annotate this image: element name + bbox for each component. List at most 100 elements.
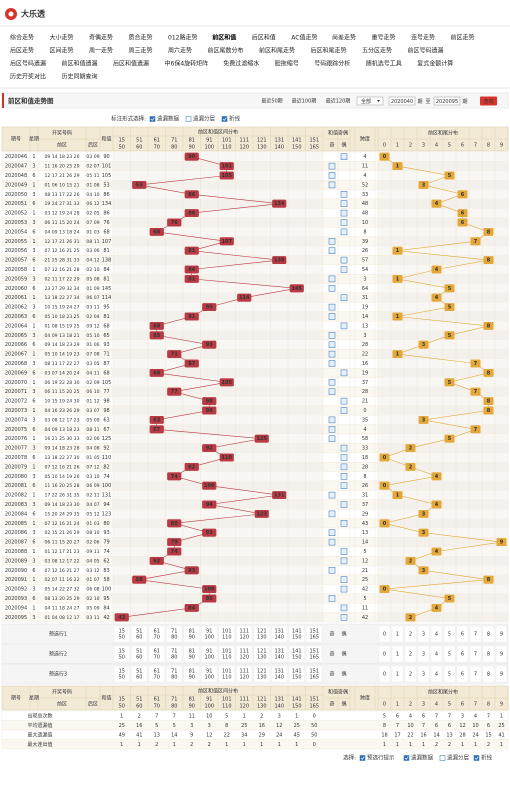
predict-cell[interactable] [430,645,443,663]
nav-link[interactable]: 综合走势 [10,34,34,42]
nav-link[interactable]: 连号走势 [411,34,435,42]
predict-cell[interactable] [469,665,482,683]
checkbox[interactable] [359,755,366,761]
predict-cell[interactable] [131,645,148,663]
checkbox[interactable] [473,755,480,761]
predict-cell[interactable] [236,625,253,643]
nav-link[interactable]: 012路走势 [168,34,197,42]
predict-cell[interactable] [306,665,323,683]
predict-cell[interactable] [148,645,165,663]
predict-cell[interactable] [183,665,200,683]
nav-link[interactable]: 号码跟踪分析 [314,60,350,68]
nav-link[interactable]: 前区尾数分布 [208,47,244,55]
nav-link[interactable]: 大小走势 [50,34,74,42]
nav-link[interactable]: 重号走势 [372,34,396,42]
predict-cell[interactable] [218,665,235,683]
predict-cell[interactable] [482,665,495,683]
predict-cell[interactable] [469,645,482,663]
nav-link[interactable]: 后区和值遗漏 [113,60,149,68]
nav-link[interactable]: 前区号码遗漏 [408,47,444,55]
predict-cell[interactable] [391,645,404,663]
predict-cell[interactable] [201,665,218,683]
predict-cell[interactable] [495,665,508,683]
checkbox[interactable] [221,116,228,122]
predict-cell[interactable] [288,625,305,643]
predict-cell[interactable] [443,665,456,683]
checkbox[interactable] [439,755,446,761]
nav-link[interactable]: 复式金额计算 [417,60,453,68]
nav-link[interactable]: 中6保4旋转矩阵 [165,60,209,68]
predict-cell[interactable] [495,625,508,643]
checkbox[interactable] [149,116,156,122]
nav-link[interactable]: 周一走势 [89,47,113,55]
from-input[interactable] [388,96,416,106]
nav-link[interactable]: 五分区走势 [362,47,392,55]
nav-link[interactable]: 后区走势 [10,47,34,55]
predict-cell[interactable] [113,625,130,643]
nav-link[interactable]: 后区和值 [252,34,276,42]
nav-link[interactable]: 免费过滤缩水 [223,60,259,68]
predict-cell[interactable] [404,625,417,643]
predict-cell[interactable] [113,665,130,683]
predict-cell[interactable] [391,625,404,643]
predict-cell[interactable] [469,625,482,643]
predict-cell[interactable] [306,645,323,663]
nav-link[interactable]: 后区和尾走势 [311,47,347,55]
to-input[interactable] [433,96,461,106]
predict-cell[interactable] [391,665,404,683]
predict-cell[interactable] [131,625,148,643]
predict-cell[interactable] [218,625,235,643]
predict-cell[interactable] [201,625,218,643]
predict-cell[interactable] [166,645,183,663]
predict-cell[interactable] [148,625,165,643]
predict-cell[interactable] [253,625,270,643]
nav-link[interactable]: 质合走势 [129,34,153,42]
predict-cell[interactable] [378,625,391,643]
predict-cell[interactable] [271,625,288,643]
nav-link[interactable]: 历史开奖对比 [10,73,46,81]
nav-link[interactable]: 前区和值 [212,34,236,42]
predict-cell[interactable] [404,645,417,663]
predict-cell[interactable] [236,645,253,663]
checkbox[interactable] [403,755,410,761]
nav-link[interactable]: 历史同期查询 [62,73,98,81]
predict-cell[interactable] [148,665,165,683]
predict-cell[interactable] [378,665,391,683]
predict-cell[interactable] [456,625,469,643]
predict-cell[interactable] [183,625,200,643]
checkbox[interactable] [185,116,192,122]
predict-cell[interactable] [271,665,288,683]
predict-cell[interactable] [288,645,305,663]
predict-cell[interactable] [417,665,430,683]
nav-link[interactable]: 前区和值遗漏 [62,60,98,68]
predict-cell[interactable] [253,645,270,663]
predict-cell[interactable] [404,665,417,683]
nav-link[interactable]: 后区号码遗漏 [10,60,46,68]
nav-link[interactable]: 前区走势 [451,34,475,42]
predict-cell[interactable] [218,645,235,663]
predict-cell[interactable] [482,625,495,643]
nav-link[interactable]: AC值走势 [291,34,317,42]
nav-link[interactable]: 尚差走势 [332,34,356,42]
predict-cell[interactable] [456,665,469,683]
predict-cell[interactable] [236,665,253,683]
predict-cell[interactable] [430,625,443,643]
predict-cell[interactable] [430,665,443,683]
predict-cell[interactable] [166,625,183,643]
predict-cell[interactable] [288,665,305,683]
nav-link[interactable]: 周六走势 [168,47,192,55]
predict-cell[interactable] [113,645,130,663]
predict-cell[interactable] [495,645,508,663]
predict-cell[interactable] [183,645,200,663]
predict-cell[interactable] [271,645,288,663]
predict-cell[interactable] [417,625,430,643]
nav-link[interactable]: 胆拖缩号 [275,60,299,68]
predict-cell[interactable] [482,645,495,663]
predict-cell[interactable] [201,645,218,663]
predict-cell[interactable] [166,665,183,683]
nav-link[interactable]: 前区和尾走势 [259,47,295,55]
predict-cell[interactable] [306,625,323,643]
query-button[interactable] [480,96,497,106]
predict-cell[interactable] [378,645,391,663]
predict-cell[interactable] [253,665,270,683]
